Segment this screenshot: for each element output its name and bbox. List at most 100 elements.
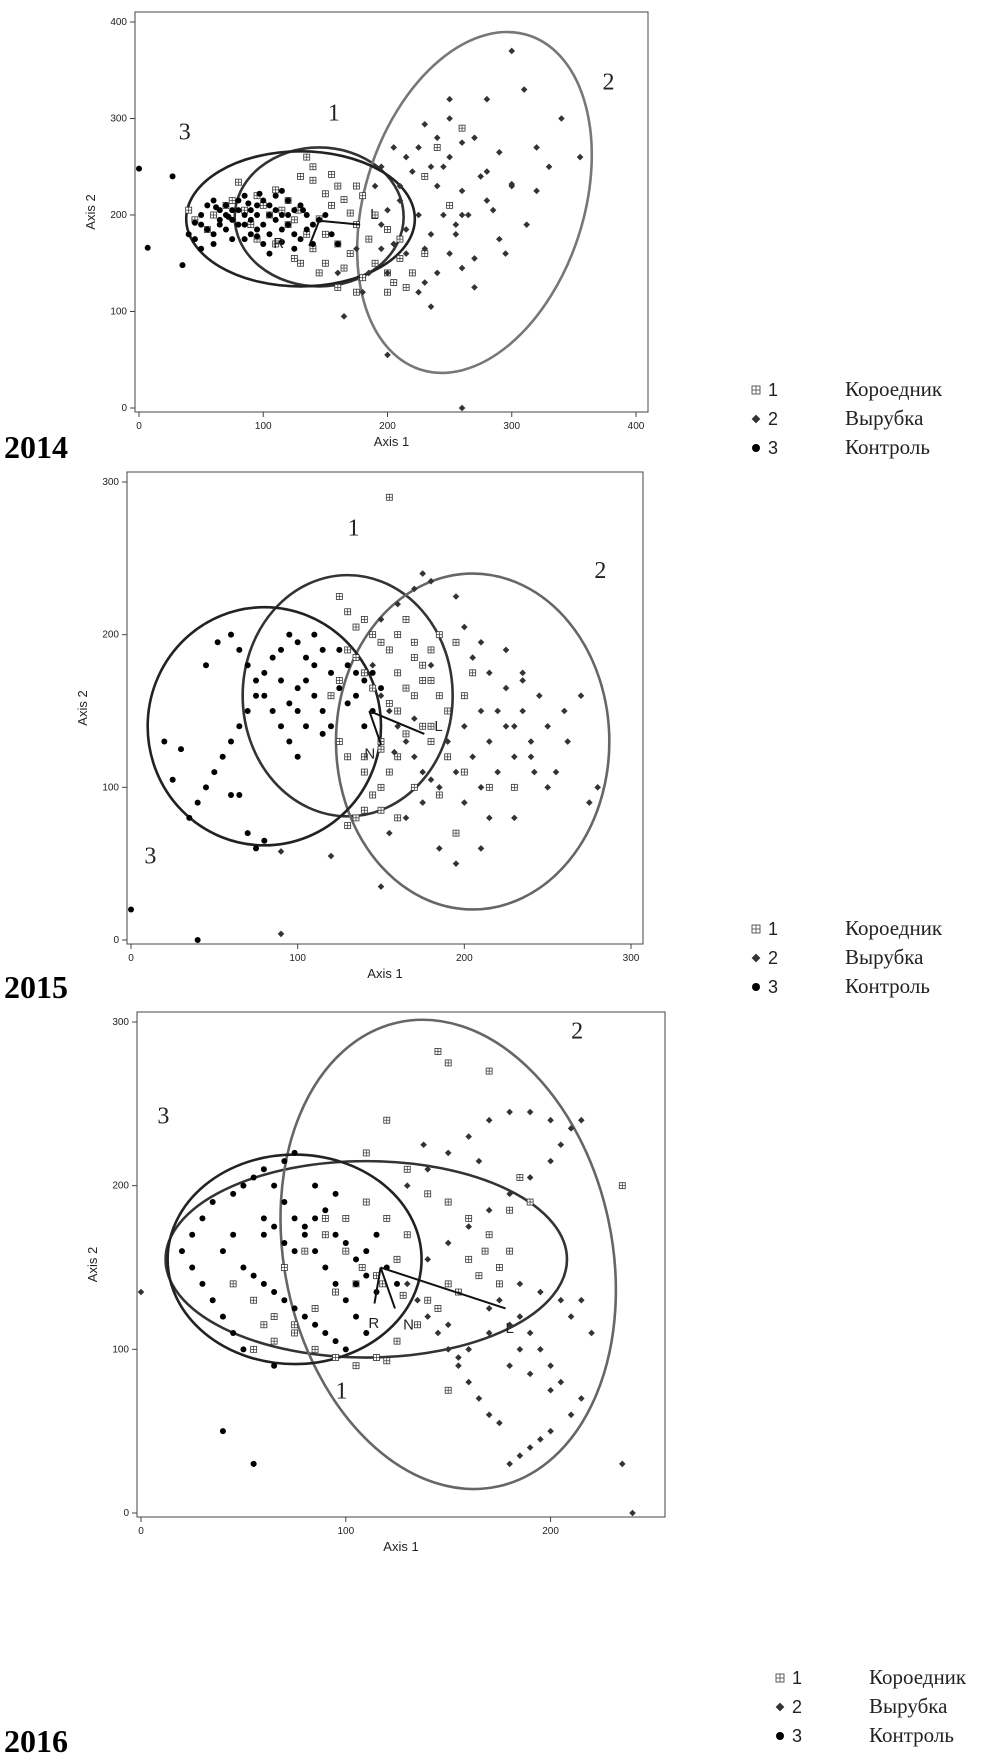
data-point-group-1 bbox=[427, 738, 435, 745]
year-label-2015: 2015 bbox=[4, 969, 68, 1005]
data-point-group-3 bbox=[301, 1231, 308, 1238]
data-point-group-3 bbox=[285, 212, 292, 218]
data-point-group-3 bbox=[272, 207, 279, 214]
data-point-group-1 bbox=[444, 753, 452, 761]
data-point-group-2 bbox=[547, 1386, 554, 1394]
data-point-group-1 bbox=[452, 638, 460, 646]
data-point-group-2 bbox=[496, 1296, 503, 1304]
data-point-group-1 bbox=[385, 699, 393, 707]
data-point-group-2 bbox=[557, 1296, 565, 1304]
vector-label-R: R bbox=[368, 1315, 379, 1332]
data-point-group-1 bbox=[327, 692, 335, 700]
data-point-group-1 bbox=[342, 1247, 350, 1255]
data-point-group-2 bbox=[465, 1378, 472, 1386]
data-point-group-1 bbox=[321, 1231, 329, 1239]
legend-2014: 1 Короедник 2 Вырубка 3 Контроль bbox=[751, 377, 943, 459]
data-point-group-1 bbox=[402, 730, 410, 738]
data-point-group-3 bbox=[271, 1223, 278, 1230]
confidence-ellipse-group-1 bbox=[164, 1159, 569, 1359]
data-point-group-2 bbox=[277, 848, 285, 855]
data-point-group-2 bbox=[377, 616, 385, 623]
data-point-group-1 bbox=[344, 822, 352, 829]
data-point-group-1 bbox=[328, 201, 335, 209]
x-tick-label: 200 bbox=[542, 1526, 559, 1537]
data-point-group-1 bbox=[270, 1313, 278, 1320]
data-point-group-2 bbox=[552, 768, 560, 776]
data-point-group-3 bbox=[281, 1199, 288, 1206]
x-axis-title-2016: Axis 1 bbox=[383, 1539, 418, 1554]
ellipse-label-group-2: 2 bbox=[594, 558, 606, 584]
data-point-group-2 bbox=[533, 187, 540, 195]
data-point-group-3 bbox=[211, 769, 218, 776]
data-point-group-3 bbox=[225, 213, 232, 220]
data-point-group-2 bbox=[402, 250, 410, 257]
data-point-group-1 bbox=[353, 288, 360, 296]
data-point-group-2 bbox=[458, 404, 466, 412]
data-point-group-3 bbox=[194, 937, 201, 943]
data-point-group-3 bbox=[247, 231, 254, 238]
data-point-group-2 bbox=[277, 930, 285, 938]
data-point-group-2 bbox=[506, 1460, 513, 1468]
data-point-group-1 bbox=[384, 226, 391, 233]
data-point-group-2 bbox=[502, 646, 510, 654]
data-point-group-2 bbox=[436, 784, 443, 791]
data-point-group-3 bbox=[312, 1182, 319, 1189]
data-point-group-1 bbox=[290, 255, 298, 262]
data-point-group-3 bbox=[286, 631, 293, 638]
data-point-group-3 bbox=[294, 639, 301, 646]
data-point-group-3 bbox=[191, 219, 198, 226]
data-point-group-2 bbox=[477, 707, 485, 715]
plot-area-2014 bbox=[134, 11, 649, 413]
data-point-group-1 bbox=[434, 1048, 442, 1055]
data-point-group-1 bbox=[385, 493, 393, 501]
data-point-group-1 bbox=[383, 1215, 391, 1222]
data-point-group-2 bbox=[137, 1288, 145, 1296]
data-point-group-2 bbox=[561, 707, 568, 715]
data-point-group-3 bbox=[189, 1264, 196, 1271]
data-point-group-1 bbox=[371, 259, 379, 267]
data-point-group-3 bbox=[312, 1321, 319, 1328]
legend-label-1: Короедник bbox=[845, 377, 943, 401]
data-point-group-1 bbox=[360, 806, 368, 814]
data-point-group-3 bbox=[301, 1313, 308, 1320]
data-point-group-1 bbox=[485, 1231, 493, 1239]
data-point-group-2 bbox=[537, 1436, 544, 1443]
data-point-group-2 bbox=[531, 768, 538, 776]
data-point-group-1 bbox=[303, 153, 311, 161]
data-point-group-2 bbox=[471, 284, 478, 291]
legend-label-2: Вырубка bbox=[845, 945, 924, 969]
data-point-group-2 bbox=[452, 231, 460, 238]
data-point-group-2 bbox=[471, 255, 478, 262]
data-point-group-3 bbox=[281, 1158, 288, 1165]
data-point-group-3 bbox=[228, 631, 234, 638]
data-point-group-1 bbox=[424, 1296, 432, 1304]
data-point-group-2 bbox=[483, 168, 491, 175]
data-point-group-3 bbox=[294, 708, 301, 714]
data-point-group-2 bbox=[424, 1256, 432, 1263]
data-point-group-3 bbox=[278, 646, 284, 653]
legend-number-3: 3 bbox=[768, 977, 778, 997]
data-point-group-1 bbox=[460, 692, 468, 700]
data-point-group-2 bbox=[537, 1346, 544, 1353]
data-point-group-1 bbox=[315, 269, 323, 277]
vector-R bbox=[373, 1267, 382, 1304]
data-point-group-2 bbox=[444, 1149, 452, 1157]
data-point-group-3 bbox=[261, 669, 268, 676]
data-point-group-2 bbox=[576, 153, 584, 161]
data-point-group-1 bbox=[403, 1231, 411, 1239]
data-point-group-1 bbox=[444, 1280, 452, 1288]
data-point-group-2 bbox=[494, 768, 501, 776]
data-point-group-2 bbox=[391, 748, 398, 756]
legend-marker-3 bbox=[752, 444, 760, 452]
legend-label-2: Вырубка bbox=[845, 406, 924, 430]
data-point-group-1 bbox=[446, 201, 454, 209]
data-point-group-1 bbox=[481, 1247, 489, 1255]
data-point-group-1 bbox=[280, 1264, 288, 1271]
data-point-group-1 bbox=[340, 264, 348, 272]
y-tick-label: 400 bbox=[110, 17, 127, 28]
y-tick-label: 0 bbox=[121, 403, 127, 414]
data-point-group-2 bbox=[403, 1182, 411, 1189]
data-point-group-2 bbox=[409, 168, 416, 175]
y-tick-label: 100 bbox=[112, 1344, 129, 1355]
data-point-group-1 bbox=[369, 791, 377, 799]
